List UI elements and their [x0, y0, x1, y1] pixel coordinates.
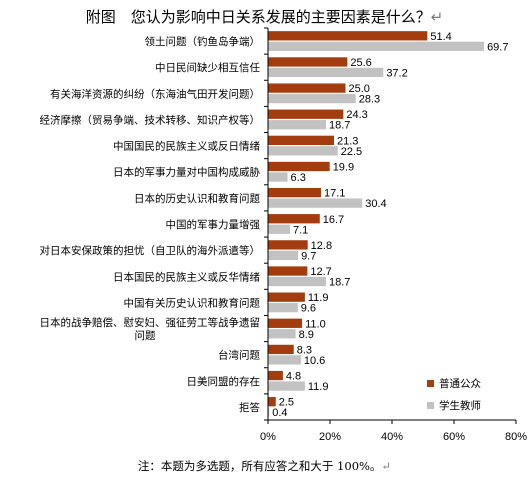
category-label-4: 中国国民的民族主义或反日情绪: [113, 140, 260, 153]
legend-label-students: 学生教师: [439, 399, 481, 412]
data-label-public-8: 12.8: [311, 240, 332, 252]
bar-public-8: [268, 240, 308, 250]
bar-students-10: [268, 303, 298, 313]
bar-students-3: [268, 120, 326, 130]
bar-public-12: [268, 344, 294, 355]
bar-students-1: [268, 67, 384, 78]
bar-students-4: [268, 146, 338, 156]
category-label-0: 领土问题（钓鱼岛争端）: [145, 35, 261, 48]
data-label-students-5: 6.3: [291, 172, 306, 184]
bar-public-14: [268, 397, 276, 407]
x-tick-label-1: 20%: [319, 431, 341, 443]
bar-students-8: [268, 250, 299, 261]
legend-swatch-public: [427, 380, 434, 387]
x-tick-label-3: 60%: [443, 431, 465, 443]
category-label-11-line2: 问题: [135, 329, 156, 342]
category-label-13: 日美同盟的存在: [187, 375, 261, 388]
bar-public-6: [268, 187, 322, 198]
x-tick-label-2: 40%: [381, 431, 403, 443]
data-label-public-10: 11.9: [308, 292, 329, 304]
data-label-public-12: 8.3: [297, 344, 312, 356]
bar-students-12: [268, 355, 301, 365]
x-tick-label-4: 80%: [505, 431, 527, 443]
data-label-students-7: 7.1: [293, 224, 308, 236]
bar-students-0: [268, 41, 485, 51]
bar-public-13: [268, 370, 283, 381]
data-label-public-0: 51.4: [430, 31, 451, 43]
data-label-students-2: 28.3: [359, 94, 380, 106]
bar-students-5: [268, 172, 288, 182]
category-label-8: 对日本安保政策的担忧（自卫队的海外派遣等）: [40, 244, 261, 257]
bar-public-7: [268, 214, 320, 224]
legend-swatch-students: [427, 402, 434, 409]
data-label-public-11: 11.0: [305, 318, 326, 330]
bar-students-14: [268, 407, 270, 417]
data-label-students-6: 30.4: [365, 198, 386, 210]
bar-public-3: [268, 109, 344, 119]
category-label-1: 中日民间缺少相互信任: [155, 61, 260, 74]
category-label-6: 日本的历史认识和教育问题: [134, 192, 260, 205]
data-label-students-14: 0.4: [272, 407, 287, 419]
x-tick-label-0: 0%: [260, 431, 276, 443]
data-label-public-14: 2.5: [279, 397, 294, 409]
bar-public-1: [268, 57, 348, 67]
bar-students-2: [268, 93, 356, 104]
data-label-students-1: 37.2: [386, 67, 407, 79]
data-label-public-7: 16.7: [323, 214, 344, 226]
bar-public-10: [268, 292, 305, 302]
data-label-students-8: 9.7: [301, 250, 316, 262]
data-label-students-12: 10.6: [304, 355, 325, 367]
bar-students-11: [268, 329, 296, 339]
legend-label-public: 普通公众: [439, 377, 481, 390]
data-label-public-9: 12.7: [310, 266, 331, 278]
category-label-5: 日本的军事力量对中国构成威胁: [113, 166, 260, 179]
axes-layer: 0% 20% 40% 60% 80%: [260, 27, 527, 443]
data-label-public-4: 21.3: [337, 135, 358, 147]
bar-students-6: [268, 198, 363, 208]
category-label-11: 日本的战争赔偿、慰安妇、强征劳工等战争遗留: [40, 316, 261, 329]
category-label-2: 有关海洋资源的纠纷（东海油气田开发问题）: [50, 87, 260, 100]
data-label-public-1: 25.6: [350, 57, 371, 69]
bar-public-0: [268, 31, 428, 41]
data-label-public-13: 4.8: [286, 371, 301, 383]
category-label-9: 日本国民的民族主义或反华情绪: [113, 270, 260, 283]
labels-layer: 51.4 69.7 领土问题（钓鱼岛争端） 25.6 37.2 中日民间缺少相互信任 25.…: [40, 31, 509, 419]
data-label-students-0: 69.7: [487, 41, 508, 53]
data-label-public-3: 24.3: [346, 109, 367, 121]
category-label-7: 中国的军事力量增强: [166, 218, 261, 231]
data-label-students-4: 22.5: [341, 146, 362, 158]
bar-public-4: [268, 135, 335, 145]
data-label-students-9: 18.7: [329, 277, 350, 289]
bar-students-13: [268, 381, 305, 391]
bar-students-9: [268, 276, 326, 287]
data-label-public-2: 25.0: [349, 83, 370, 95]
category-label-12: 台湾问题: [218, 349, 260, 362]
data-label-students-13: 11.9: [308, 381, 329, 393]
bar-public-9: [268, 266, 308, 276]
data-label-students-10: 9.6: [301, 303, 316, 315]
footnote: 注：本题为多选题，所有应答之和大于 100%。↵: [137, 459, 392, 473]
bar-students-7: [268, 224, 291, 234]
bar-public-2: [268, 83, 346, 93]
category-label-14: 拒答: [239, 401, 260, 414]
category-label-3: 经济摩擦（贸易争端、技术转移、知识产权等）: [40, 113, 261, 126]
bars-layer: [268, 31, 485, 417]
bar-public-5: [268, 161, 330, 172]
data-label-students-3: 18.7: [329, 120, 350, 132]
data-label-students-11: 8.9: [299, 329, 314, 341]
chart-title: 附图 您认为影响中日关系发展的主要因素是什么？↵: [85, 8, 444, 26]
data-label-public-5: 19.9: [333, 161, 354, 173]
bar-public-11: [268, 318, 303, 328]
data-label-public-6: 17.1: [324, 188, 345, 200]
category-label-10: 中国有关历史认识和教育问题: [124, 296, 261, 309]
